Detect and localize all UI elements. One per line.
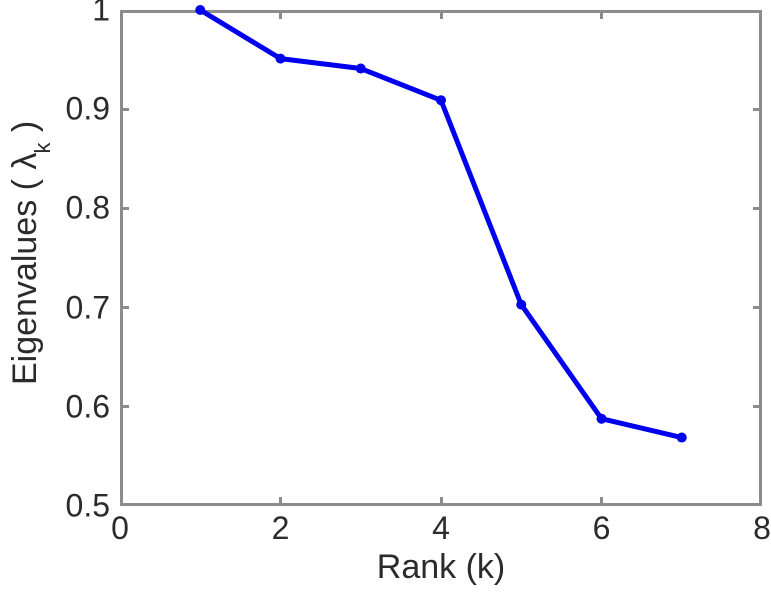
data-point <box>596 413 607 424</box>
x-tick-bottom <box>439 497 443 506</box>
data-point <box>676 432 687 443</box>
data-markers <box>195 5 687 443</box>
data-point <box>195 5 206 15</box>
data-point <box>275 53 286 64</box>
y-tick-left <box>120 306 129 310</box>
x-tick-top <box>600 10 603 19</box>
y-tick-label: 0.5 <box>65 487 110 524</box>
y-tick-label: 1 <box>92 0 110 28</box>
y-tick-label: 0.7 <box>65 289 110 326</box>
x-tick-label: 6 <box>592 510 611 546</box>
series-eigenvalues <box>195 5 687 443</box>
y-tick-left <box>120 107 129 111</box>
y-tick-right <box>753 405 762 409</box>
x-tick-label: 4 <box>432 510 450 546</box>
data-point <box>516 299 527 310</box>
x-tick-top <box>279 10 282 19</box>
y-tick-label: 0.9 <box>65 90 110 127</box>
y-tick-right <box>753 306 762 310</box>
plot-area <box>120 5 762 506</box>
x-tick-label: 8 <box>753 510 771 546</box>
y-tick-right <box>753 107 762 111</box>
y-axis-label-subscript: k <box>29 142 55 154</box>
x-tick-label: 0 <box>111 510 129 546</box>
y-tick-left <box>120 405 129 409</box>
data-point <box>436 95 446 106</box>
y-axis-label: Eigenvalues ( λk ) <box>0 0 56 506</box>
y-axis-label-text: Eigenvalues ( λ <box>6 152 45 386</box>
data-line <box>197 7 685 441</box>
y-tick-left <box>120 206 129 210</box>
y-tick-label: 0.6 <box>65 388 110 425</box>
y-tick-right <box>753 206 762 210</box>
x-tick-label: 2 <box>271 510 290 546</box>
y-tick-label: 0.8 <box>65 189 110 226</box>
x-axis-label: Rank (k) <box>376 548 506 586</box>
x-tick-bottom <box>279 497 282 506</box>
data-point <box>355 63 366 74</box>
x-tick-top <box>439 10 443 19</box>
x-tick-bottom <box>600 497 603 506</box>
